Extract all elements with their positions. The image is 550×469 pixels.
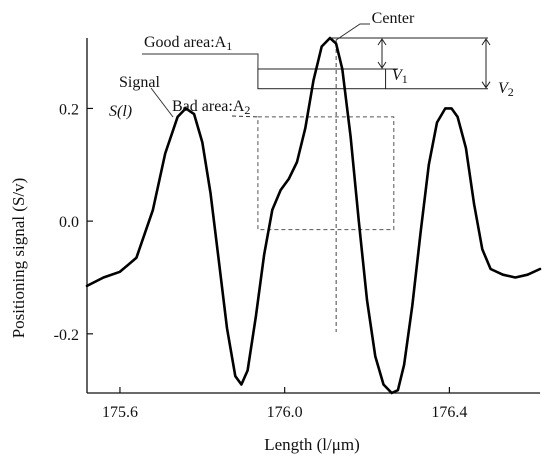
center-label: Center (372, 10, 415, 27)
v1-arrow-top (377, 38, 387, 46)
signal-label: Signal (119, 74, 160, 91)
bad-area-leader (231, 115, 258, 118)
y-tick-label: 0.2 (59, 101, 79, 118)
signal-leader (150, 87, 174, 118)
annotation-layer: Center Good area:A1 Bad area:A2 Signal S(l) V… (109, 10, 514, 120)
center-leader (335, 23, 370, 42)
bad-area-label: Bad area:A2 (172, 98, 250, 117)
signal-line-0 (85, 36, 542, 395)
v1-arrow-bottom (377, 61, 387, 69)
x-tick-label: 175.6 (102, 404, 138, 421)
y-axis: -0.2 0.0 0.2 (54, 101, 93, 344)
signal-symbol: S(l) (109, 103, 132, 120)
x-axis-title: Length (l/μm) (264, 435, 360, 454)
good-area-box (257, 68, 387, 90)
plot-frame (86, 38, 540, 394)
bad-area-box (257, 116, 395, 231)
good-area-leader (142, 53, 259, 69)
regions (257, 42, 395, 332)
y-axis-title: Positioning signal (S/v) (9, 178, 28, 339)
x-axis: 175.6 176.0 176.4 (102, 387, 467, 421)
y-tick-label: 0.0 (59, 214, 79, 231)
v2-label: V2 (498, 80, 514, 99)
x-tick-label: 176.4 (431, 404, 467, 421)
v2-arrow-top (481, 38, 491, 46)
good-area-label: Good area:A1 (144, 34, 232, 53)
series-layer (85, 36, 542, 395)
x-tick-label: 176.0 (267, 404, 303, 421)
y-tick-label: -0.2 (54, 327, 79, 344)
v2-arrow-bottom (481, 81, 491, 89)
v1-label: V1 (392, 67, 408, 86)
